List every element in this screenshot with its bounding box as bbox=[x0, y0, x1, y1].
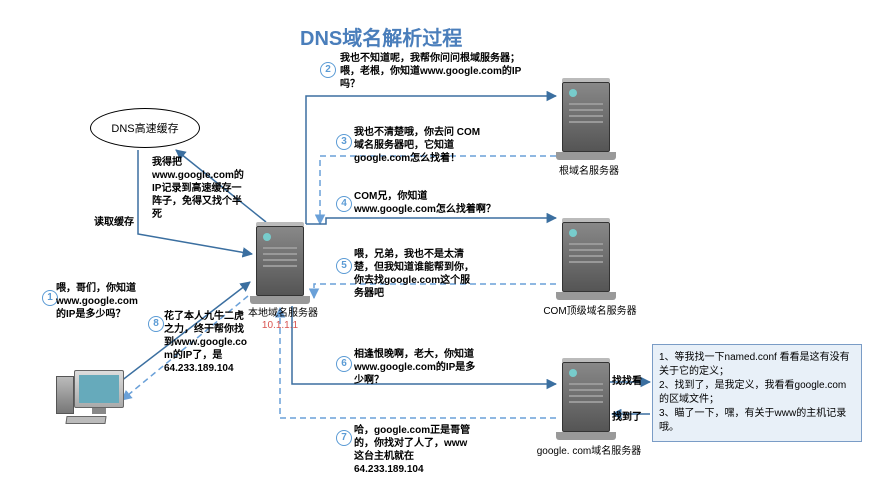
step-5-text: 喂，兄弟，我也不是太清 楚，但我知道谁能帮到你， 你去找google.com这个… bbox=[354, 248, 514, 300]
infobox-line-1: 1、等我找一下named.conf 看看是这有没有关于它的定义； bbox=[659, 351, 855, 379]
step-3-text: 我也不清楚哦，你去问 COM 域名服务器吧，它知道 google.com怎么找着… bbox=[354, 126, 524, 165]
step-4-text: COM兄，你知道 www.google.com怎么找着啊？ bbox=[354, 190, 534, 216]
com-server-label: COM顶级域名服务器 bbox=[530, 306, 650, 318]
diagram-title: DNS域名解析过程 bbox=[300, 22, 462, 51]
node-dns-cache: DNS高速缓存 bbox=[90, 108, 200, 148]
step-8-text: 花了本人九牛二虎 之力，终于帮你找 到www.google.co m的IP了，是… bbox=[164, 310, 264, 375]
label-find: 找找看 bbox=[612, 372, 642, 387]
node-google-server bbox=[562, 358, 610, 440]
step-2-text: 我也不知道呢，我帮你问问根域服务器； 喂，老根，你知道www.google.co… bbox=[340, 52, 560, 91]
step-7-num: 7 bbox=[336, 430, 352, 446]
root-server-label: 根域名服务器 bbox=[544, 166, 634, 178]
node-com-server bbox=[562, 218, 610, 300]
cache-read-text: 读取缓存 bbox=[94, 216, 154, 229]
node-client-pc bbox=[60, 370, 130, 440]
node-local-dns-server bbox=[256, 222, 304, 304]
step-8-num: 8 bbox=[148, 316, 164, 332]
step-1-text: 喂，哥们，你知道 www.google.com 的IP是多少吗？ bbox=[56, 282, 176, 321]
step-4-num: 4 bbox=[336, 196, 352, 212]
step-6-num: 6 bbox=[336, 356, 352, 372]
step-7-text: 哈，google.com正是哥管 的，你找对了人了，www 这台主机就在 64.… bbox=[354, 424, 514, 476]
dns-cache-label: DNS高速缓存 bbox=[111, 120, 178, 136]
step-2-num: 2 bbox=[320, 62, 336, 78]
cache-write-text: 我得把 www.google.com的 IP记录到高速缓存一 阵子，免得又找个半… bbox=[152, 156, 262, 221]
infobox-line-3: 3、瞄了一下，嘿，有关于www的主机记录哦。 bbox=[659, 407, 855, 435]
google-server-label: google. com域名服务器 bbox=[524, 446, 654, 458]
google-infobox: 1、等我找一下named.conf 看看是这有没有关于它的定义； 2、找到了，是… bbox=[652, 344, 862, 442]
step-5-num: 5 bbox=[336, 258, 352, 274]
step-3-num: 3 bbox=[336, 134, 352, 150]
infobox-line-2: 2、找到了，是我定义，我看看google.com的区域文件； bbox=[659, 379, 855, 407]
step-6-text: 相逢恨晚啊，老大，你知道 www.google.com的IP是多 少啊？ bbox=[354, 348, 524, 387]
label-found: 找到了 bbox=[612, 408, 642, 423]
node-root-server bbox=[562, 78, 610, 160]
